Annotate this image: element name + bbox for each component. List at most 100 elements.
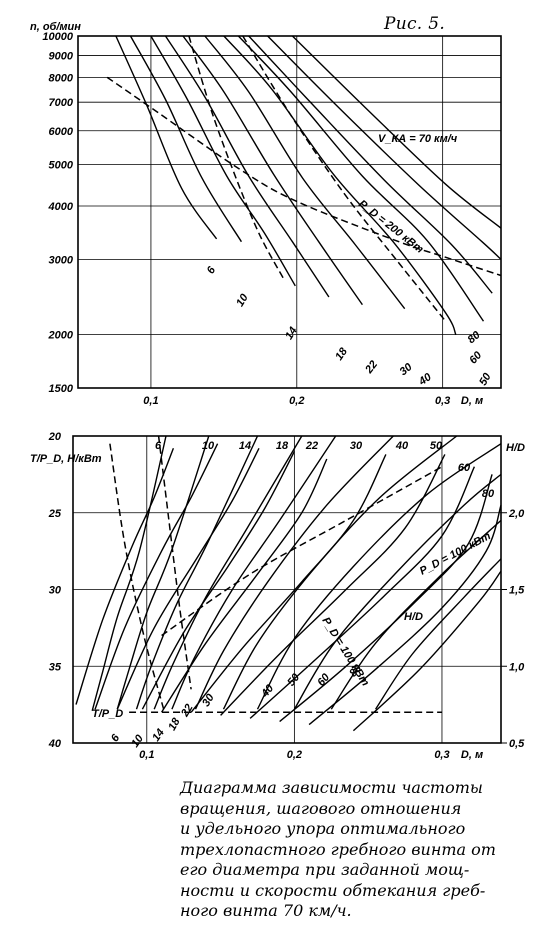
pitch-ratio-curve	[94, 443, 219, 710]
thrust-curve	[194, 435, 394, 710]
power-curve	[164, 35, 330, 298]
curve-label: 18	[276, 440, 289, 452]
power-curve	[182, 35, 363, 306]
y-tick-label: 20	[48, 431, 62, 443]
y-tick-label: 40	[48, 738, 62, 750]
rpm-vs-diameter-chart: 1500 2000 3000 4000 5000 6000 7000 8000 9000 1000…	[30, 21, 502, 407]
pitch-ratio-curve	[279, 474, 493, 723]
dashed-optimum-curve	[188, 35, 285, 280]
thrust-curve	[135, 435, 259, 710]
curve-label: 80	[466, 329, 484, 347]
y-tick-label: 5000	[49, 160, 74, 172]
y-tick-label: 10000	[42, 31, 73, 43]
caption-line: вращения, шагового отношения	[180, 798, 462, 818]
power-curve	[150, 35, 296, 287]
x-tick-label: 0,1	[143, 395, 158, 407]
figure-caption: Диаграмма зависимости частоты вращения, …	[180, 778, 542, 922]
thrust-curve	[375, 558, 502, 710]
figure-label: Рис. 5.	[384, 14, 446, 34]
curve-label: H/D	[404, 611, 423, 623]
caption-line: Диаграмма зависимости частоты	[180, 778, 483, 797]
curve-label: 10	[234, 291, 251, 308]
thrust-pitch-vs-diameter-chart: 20 25 30 35 40 2,0 1,5 1,0 0,5 0,1 0,2 0,3 T/P_D, Н/…	[30, 431, 525, 761]
power-curve	[248, 35, 493, 294]
speed-annotation: V_КА = 70 км/ч	[378, 133, 458, 145]
thrust-curve	[222, 435, 458, 710]
curve-label: 22	[305, 440, 318, 452]
curve-label: 14	[239, 440, 251, 452]
curve-label: 40	[416, 371, 434, 389]
nomogram: 1500 2000 3000 4000 5000 6000 7000 8000 9000 1000…	[30, 21, 525, 761]
power-curve	[204, 35, 406, 310]
y-tick-label: 2000	[48, 330, 74, 342]
caption-line: и удельного упора оптимального	[180, 819, 466, 838]
power-curve	[291, 35, 502, 229]
thrust-curve	[256, 443, 502, 710]
caption-line: ного винта 70 км/ч.	[180, 901, 352, 920]
x-tick-label: 0,1	[139, 749, 154, 761]
pitch-ratio-curve	[308, 504, 502, 726]
curve-label: 22	[363, 359, 381, 377]
y-tick-label: 30	[49, 585, 62, 597]
pitch-ratio-curve	[190, 454, 387, 713]
power-curve	[223, 35, 457, 335]
x-tick-label: 0,2	[287, 749, 302, 761]
curve-label: 60	[458, 462, 471, 474]
dashed-optimum-curve	[242, 35, 447, 322]
curve-label: 10	[202, 440, 215, 452]
curve-label: 60	[315, 671, 333, 689]
x-tick-label: 0,3	[435, 395, 450, 407]
y-tick-label: 25	[48, 508, 62, 520]
x-tick-label: 0,3	[434, 749, 449, 761]
y-tick-label: 1500	[49, 383, 74, 395]
y2-axis-label: H/D	[506, 442, 525, 454]
curve-label: 14	[283, 325, 300, 342]
x-tick-label: 0,2	[289, 395, 304, 407]
pitch-ratio-curve	[220, 454, 446, 716]
curve-label: 14	[150, 727, 167, 744]
pitch-ratio-curve	[75, 448, 175, 705]
caption-line: трехлопастного гребного винта от	[180, 839, 496, 859]
y-tick-label: 3000	[49, 254, 74, 266]
curve-label: 18	[166, 715, 183, 732]
thrust-curve	[153, 435, 303, 710]
y-tick-label: 4000	[48, 201, 74, 213]
thrust-curve	[330, 519, 502, 710]
curve-label: P_D = 100 кВт	[418, 530, 493, 578]
thrust-curve	[293, 473, 502, 710]
thrust-curve	[91, 435, 167, 711]
curve-label: 22	[179, 702, 196, 719]
caption-line: ности и скорости обтекания греб-	[180, 880, 486, 900]
curve-label: T/P_D	[92, 708, 123, 720]
curve-label: 50	[430, 440, 443, 452]
y-tick-label: 6000	[49, 126, 74, 138]
power-curve	[267, 35, 502, 260]
curve-label: 40	[395, 440, 409, 452]
y2-tick-label: 2,0	[508, 508, 525, 520]
pitch-ratio-curve	[352, 570, 502, 732]
thrust-curve	[116, 435, 210, 710]
y-tick-label: 8000	[49, 72, 74, 84]
dashed-optimum-curve	[109, 443, 166, 713]
dashed-optimum-curve	[106, 76, 502, 277]
y2-tick-label: 1,5	[509, 585, 525, 597]
curve-label: 18	[333, 345, 350, 363]
curve-label: 50	[477, 370, 494, 387]
y-tick-label: 35	[49, 661, 62, 673]
dashed-optimum-curve	[157, 435, 192, 690]
curve-label: 80	[482, 488, 495, 500]
curve-label: 60	[467, 349, 485, 367]
y-tick-label: 9000	[49, 51, 74, 63]
power-curve	[129, 35, 242, 243]
x-axis-label: D, м	[461, 395, 483, 407]
y2-tick-label: 1,0	[509, 661, 525, 673]
plot-frame	[77, 35, 502, 389]
curve-label: 30	[398, 361, 416, 379]
y-axis-label: n, об/мин	[30, 21, 81, 33]
y-axis-label: T/P_D, Н/кВт	[30, 453, 102, 465]
pitch-ratio-curve	[141, 451, 296, 710]
y-tick-label: 7000	[49, 97, 74, 109]
power-curve	[237, 35, 485, 322]
dashed-optimum-curve	[161, 466, 443, 637]
caption-line: его диаметра при заданной мощ-	[180, 860, 470, 879]
